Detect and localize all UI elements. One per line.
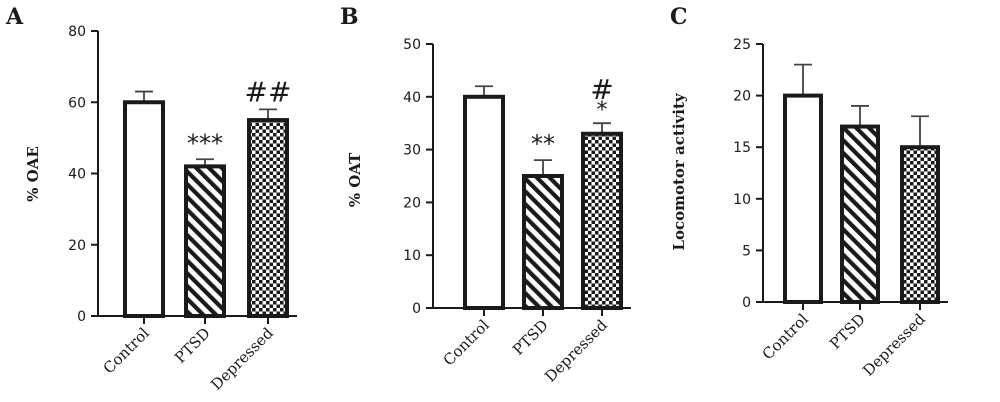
y-tick-label: 40 <box>68 167 86 183</box>
plot-area: *** ## <box>123 75 292 318</box>
x-tick-label: Control <box>440 316 493 369</box>
x-tick-label: Depressed <box>207 324 277 394</box>
y-tick-label: 0 <box>412 301 421 317</box>
bar-control <box>783 93 823 304</box>
x-tick-label: Control <box>100 324 153 377</box>
y-axis: 0 10 20 30 40 50 <box>403 37 434 317</box>
x-tick-label: Depressed <box>859 310 929 380</box>
panel-letter: C <box>670 4 688 30</box>
bar-ptsd <box>522 174 564 310</box>
y-tick-label: 40 <box>403 90 421 106</box>
y-tick-label: 0 <box>742 295 751 311</box>
plot-area <box>783 63 940 304</box>
bar-depressed <box>581 131 623 310</box>
y-axis: 0 20 40 60 80 <box>68 24 99 325</box>
significance-label: * <box>597 98 608 123</box>
bar-depressed <box>900 145 940 304</box>
y-axis-title: Locomotor activity <box>670 92 688 250</box>
panel-letter: B <box>340 4 359 30</box>
x-tick-label: PTSD <box>826 310 869 353</box>
panel-letter: A <box>5 4 24 30</box>
significance-label: ## <box>245 75 292 108</box>
significance-label: ** <box>531 130 555 158</box>
y-tick-label: 0 <box>77 309 86 325</box>
x-tick-label: PTSD <box>171 324 214 367</box>
y-tick-label: 50 <box>403 37 421 53</box>
y-tick-label: 10 <box>733 192 751 208</box>
bar-control <box>463 94 505 310</box>
y-tick-label: 30 <box>403 143 421 159</box>
y-axis: 0 5 10 15 20 25 <box>733 37 764 311</box>
bar-control <box>123 100 165 318</box>
x-tick-label: Depressed <box>541 316 611 386</box>
y-axis-title: % OAT <box>346 152 364 207</box>
x-tick-label: Control <box>759 310 812 363</box>
y-tick-label: 80 <box>68 24 86 40</box>
x-tick-label: PTSD <box>509 316 552 359</box>
y-tick-label: 25 <box>733 37 751 53</box>
bar-ptsd <box>184 164 226 318</box>
y-tick-label: 15 <box>733 140 751 156</box>
y-tick-label: 20 <box>733 89 751 105</box>
panel-c: C Locomotor activity 0 5 10 15 20 25 Control P… <box>670 4 948 380</box>
significance-label: *** <box>187 129 223 157</box>
y-tick-label: 60 <box>68 95 86 111</box>
y-tick-label: 5 <box>742 243 751 259</box>
y-tick-label: 10 <box>403 248 421 264</box>
bar-ptsd <box>840 124 880 304</box>
bar-depressed <box>247 118 289 318</box>
plot-area: ***# <box>463 73 623 310</box>
significance-label: # <box>590 73 613 106</box>
y-tick-label: 20 <box>403 195 421 211</box>
panel-a: A % OAE 0 20 40 60 80 *** ## Control PTSDDepre… <box>5 4 297 394</box>
y-tick-label: 20 <box>68 238 86 254</box>
y-axis-title: % OAE <box>24 146 42 202</box>
